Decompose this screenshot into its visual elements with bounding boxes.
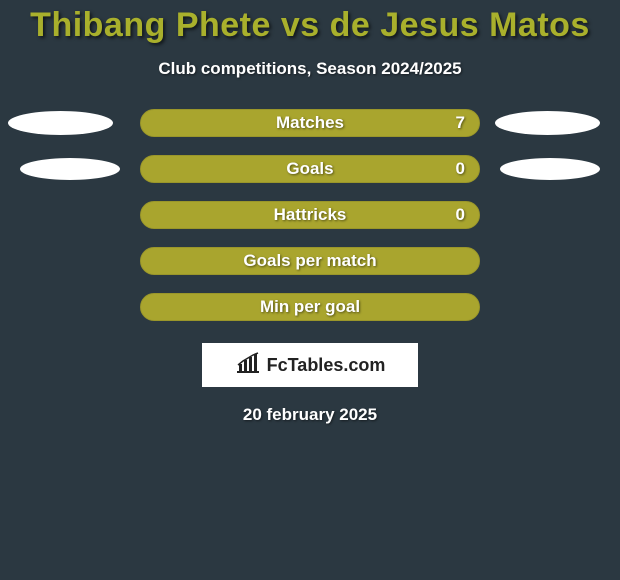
stat-label: Hattricks xyxy=(274,205,347,225)
stat-rows: Matches 7 Goals 0 Hattricks 0 Goals per … xyxy=(0,109,620,321)
stat-row: Hattricks 0 xyxy=(0,201,620,229)
stat-label: Matches xyxy=(276,113,344,133)
date-label: 20 february 2025 xyxy=(0,405,620,425)
subtitle: Club competitions, Season 2024/2025 xyxy=(0,59,620,79)
stat-label: Goals per match xyxy=(243,251,376,271)
left-ellipse xyxy=(8,111,113,135)
bar-chart-icon xyxy=(235,352,261,379)
stat-label: Min per goal xyxy=(260,297,360,317)
logo-box: FcTables.com xyxy=(202,343,418,387)
right-ellipse xyxy=(495,111,600,135)
stat-row: Min per goal xyxy=(0,293,620,321)
stat-row: Goals 0 xyxy=(0,155,620,183)
left-ellipse xyxy=(20,158,120,180)
right-ellipse xyxy=(500,158,600,180)
stat-bar: Goals 0 xyxy=(140,155,480,183)
stat-value: 7 xyxy=(456,113,465,133)
stat-row: Goals per match xyxy=(0,247,620,275)
stat-value: 0 xyxy=(456,205,465,225)
page-title: Thibang Phete vs de Jesus Matos xyxy=(0,6,620,45)
stat-bar: Goals per match xyxy=(140,247,480,275)
stat-value: 0 xyxy=(456,159,465,179)
stat-row: Matches 7 xyxy=(0,109,620,137)
stat-bar: Hattricks 0 xyxy=(140,201,480,229)
stat-bar: Min per goal xyxy=(140,293,480,321)
stat-bar: Matches 7 xyxy=(140,109,480,137)
stat-label: Goals xyxy=(286,159,333,179)
comparison-card: Thibang Phete vs de Jesus Matos Club com… xyxy=(0,0,620,425)
logo-text: FcTables.com xyxy=(267,355,386,376)
